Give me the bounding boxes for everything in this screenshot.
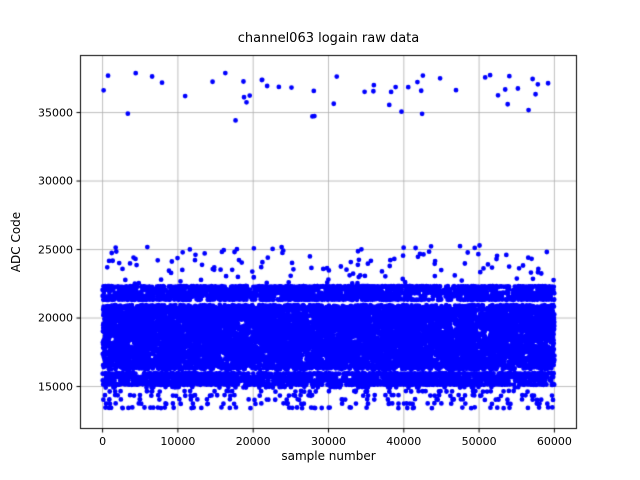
x-tick-label: 20000 [235, 435, 271, 448]
x-axis-label: sample number [281, 449, 376, 463]
chart-title: channel063 logain raw data [237, 31, 420, 46]
x-tick-label: 10000 [160, 435, 196, 448]
x-tick-label: 60000 [536, 435, 572, 448]
y-tick-label: 20000 [38, 311, 73, 325]
y-axis-label: ADC Code [9, 211, 23, 273]
x-tick-label: 30000 [311, 435, 346, 448]
x-tick-label: 40000 [386, 435, 422, 448]
x-tick-label: 50000 [461, 435, 497, 448]
y-tick-label: 30000 [38, 174, 73, 188]
y-tick-label: 35000 [38, 106, 73, 120]
y-tick-label: 15000 [38, 380, 73, 394]
x-tick-label: 0 [99, 435, 107, 448]
y-tick-label: 25000 [38, 243, 73, 257]
